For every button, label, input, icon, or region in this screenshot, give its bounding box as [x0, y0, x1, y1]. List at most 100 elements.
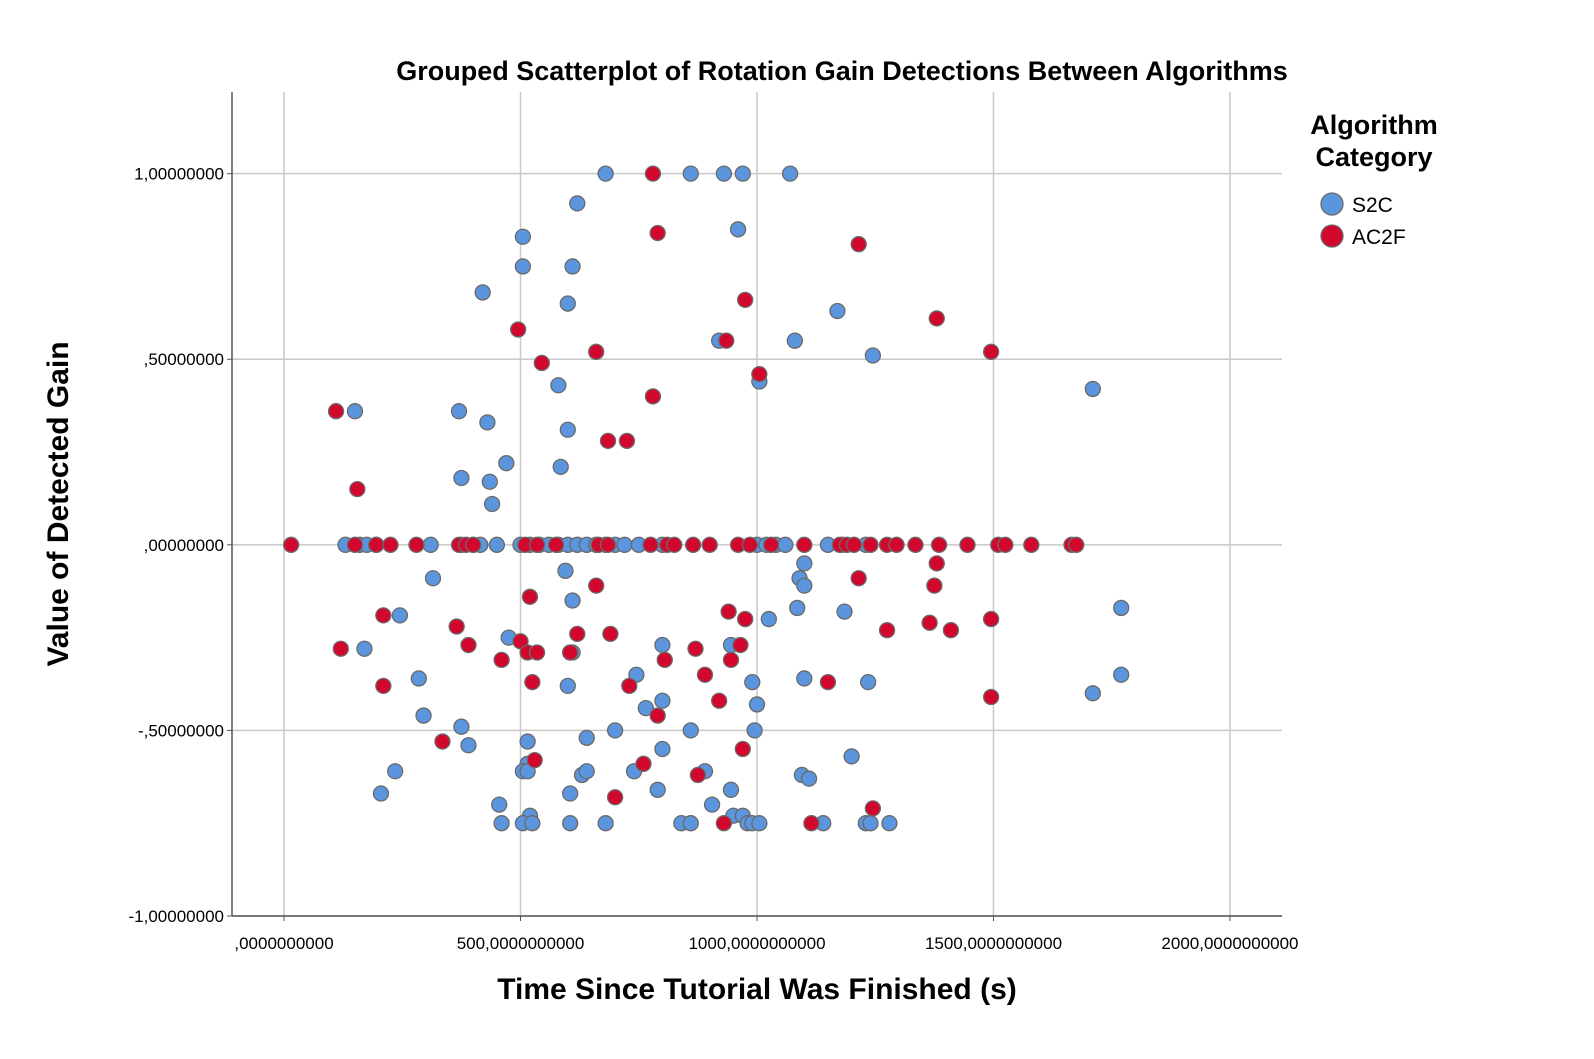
data-point-ac2f: [737, 291, 754, 309]
data-point-ac2f: [741, 536, 759, 553]
data-point-ac2f: [715, 815, 733, 832]
data-point-s2c: [453, 469, 470, 487]
data-point-ac2f: [666, 536, 683, 553]
data-point-s2c: [519, 733, 536, 750]
data-point-s2c: [524, 815, 541, 832]
data-point-ac2f: [599, 536, 617, 553]
data-point-ac2f: [850, 570, 867, 587]
data-point-s2c: [1084, 685, 1101, 702]
data-point-ac2f: [618, 432, 636, 450]
data-point-ac2f: [569, 625, 586, 643]
data-point-ac2f: [649, 224, 666, 242]
data-point-ac2f: [907, 536, 924, 553]
data-point-s2c: [481, 473, 498, 490]
data-point-s2c: [864, 347, 882, 364]
data-point-s2c: [1084, 380, 1101, 398]
data-point-ac2f: [562, 644, 579, 661]
data-point-s2c: [372, 785, 390, 802]
data-point-s2c: [751, 815, 768, 832]
data-point-s2c: [760, 610, 777, 628]
data-point-ac2f: [282, 536, 300, 553]
data-point-s2c: [654, 692, 671, 709]
data-point-ac2f: [434, 733, 451, 750]
data-point-s2c: [479, 414, 496, 431]
data-point-s2c: [746, 722, 763, 739]
data-point-s2c: [682, 722, 699, 739]
data-point-ac2f: [375, 677, 392, 695]
data-point-ac2f: [521, 588, 539, 605]
x-tick-label: 1000,0000000000: [688, 934, 825, 953]
data-point-ac2f: [524, 674, 541, 691]
data-point-s2c: [559, 421, 576, 438]
data-point-s2c: [881, 815, 898, 832]
y-tick-label: -1,00000000: [129, 907, 224, 926]
data-point-s2c: [562, 815, 579, 832]
legend-marker-s2c: [1320, 192, 1344, 216]
data-point-ac2f: [621, 677, 638, 695]
data-point-ac2f: [803, 815, 820, 832]
data-point-ac2f: [408, 536, 425, 553]
x-tick-label: 500,0000000000: [457, 934, 585, 953]
data-point-ac2f: [734, 740, 751, 758]
chart-title: Grouped Scatterplot of Rotation Gain Det…: [396, 56, 1288, 86]
y-tick-label: ,50000000: [144, 350, 224, 369]
data-point-s2c: [796, 577, 813, 594]
data-point-s2c: [836, 603, 853, 620]
data-point-ac2f: [711, 692, 728, 709]
data-point-ac2f: [982, 688, 1000, 706]
data-point-s2c: [483, 495, 501, 513]
data-point-ac2f: [602, 625, 619, 643]
data-point-s2c: [616, 536, 633, 553]
data-point-s2c: [415, 707, 432, 724]
data-point-ac2f: [720, 603, 737, 620]
data-point-ac2f: [997, 536, 1014, 553]
data-point-ac2f: [528, 644, 546, 661]
data-point-ac2f: [926, 577, 943, 594]
data-point-s2c: [744, 674, 761, 691]
data-point-s2c: [550, 377, 567, 394]
data-point-s2c: [391, 607, 409, 624]
data-point-s2c: [796, 670, 813, 687]
data-point-ac2f: [819, 674, 837, 691]
data-point-ac2f: [878, 622, 896, 639]
legend-title-line-1: Algorithm: [1310, 110, 1438, 140]
data-point-s2c: [552, 458, 569, 476]
data-point-s2c: [346, 403, 364, 420]
data-point-s2c: [682, 815, 699, 832]
legend-title-line-2: Category: [1315, 142, 1432, 172]
data-point-ac2f: [465, 536, 482, 553]
data-point-s2c: [578, 729, 595, 746]
data-point-ac2f: [599, 432, 617, 450]
data-point-s2c: [729, 221, 747, 238]
data-point-s2c: [606, 722, 624, 739]
data-point-ac2f: [942, 622, 960, 639]
data-point-ac2f: [509, 321, 527, 338]
data-point-s2c: [450, 403, 468, 420]
y-tick-label: ,00000000: [144, 536, 224, 555]
data-point-s2c: [722, 781, 740, 798]
data-point-ac2f: [460, 636, 477, 654]
data-point-ac2f: [649, 707, 666, 724]
y-tick-label: -,50000000: [138, 721, 224, 740]
data-point-ac2f: [732, 636, 749, 654]
data-point-ac2f: [332, 640, 349, 657]
data-point-s2c: [654, 636, 671, 654]
data-point-ac2f: [644, 388, 662, 405]
data-point-s2c: [715, 165, 733, 182]
data-point-ac2f: [1068, 536, 1085, 553]
series-ac2f: [282, 165, 1085, 832]
data-point-ac2f: [864, 800, 882, 817]
data-point-ac2f: [862, 536, 879, 553]
data-point-s2c: [781, 165, 799, 182]
data-point-ac2f: [635, 755, 652, 772]
data-point-s2c: [777, 536, 794, 553]
data-point-s2c: [597, 165, 614, 182]
data-point-s2c: [559, 677, 576, 695]
data-point-ac2f: [375, 607, 392, 624]
data-point-s2c: [474, 284, 491, 301]
data-point-s2c: [578, 763, 595, 780]
data-point-ac2f: [346, 536, 364, 553]
data-point-s2c: [557, 562, 574, 579]
data-point-ac2f: [701, 536, 718, 553]
